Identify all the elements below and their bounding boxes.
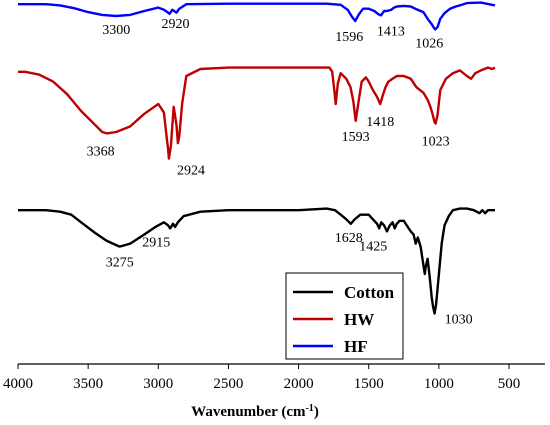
legend-box <box>285 272 404 360</box>
legend-label-hf: HF <box>344 337 368 356</box>
series-line-hf <box>18 1 496 31</box>
x-tick-label: 3000 <box>143 376 173 392</box>
peak-label: 1596 <box>335 30 363 45</box>
peak-label: 3275 <box>106 256 134 271</box>
legend-label-hw: HW <box>344 310 374 329</box>
legend: Cotton HW HF <box>285 272 404 360</box>
x-tick-label: 2500 <box>213 376 243 392</box>
peak-label: 1026 <box>415 36 443 51</box>
peak-label: 2920 <box>162 17 190 32</box>
series-line-hw <box>18 66 496 160</box>
x-tick-label: 1000 <box>424 376 454 392</box>
x-ticks: 4000 3500 3000 2500 2000 1500 1000 500 <box>3 364 520 392</box>
peak-label: 1593 <box>342 130 370 145</box>
x-tick-label: 1500 <box>354 376 384 392</box>
x-tick-label: 4000 <box>3 376 33 392</box>
peak-label: 2924 <box>177 164 205 179</box>
x-axis-title-main: Wavenumber (cm <box>191 404 306 420</box>
peak-label: 1628 <box>335 231 363 246</box>
peak-label: 1030 <box>445 313 473 328</box>
x-tick-label: 3500 <box>73 376 103 392</box>
series-line-cotton <box>18 207 495 315</box>
series-layer <box>18 1 496 315</box>
peak-label: 1425 <box>359 239 387 254</box>
x-tick-label: 500 <box>498 376 521 392</box>
x-axis-title-sup: -1 <box>305 403 313 414</box>
x-axis-title-close: ) <box>314 404 319 420</box>
peak-label: 1023 <box>422 135 450 150</box>
peak-label: 2915 <box>142 235 170 250</box>
x-tick-label: 2000 <box>284 376 314 392</box>
legend-label-cotton: Cotton <box>344 283 395 302</box>
peak-label: 1413 <box>377 24 405 39</box>
x-axis-title: Wavenumber (cm-1) <box>191 403 319 421</box>
peak-label: 3368 <box>87 144 115 159</box>
peak-label: 3300 <box>102 23 130 38</box>
peak-label: 1418 <box>366 115 394 130</box>
